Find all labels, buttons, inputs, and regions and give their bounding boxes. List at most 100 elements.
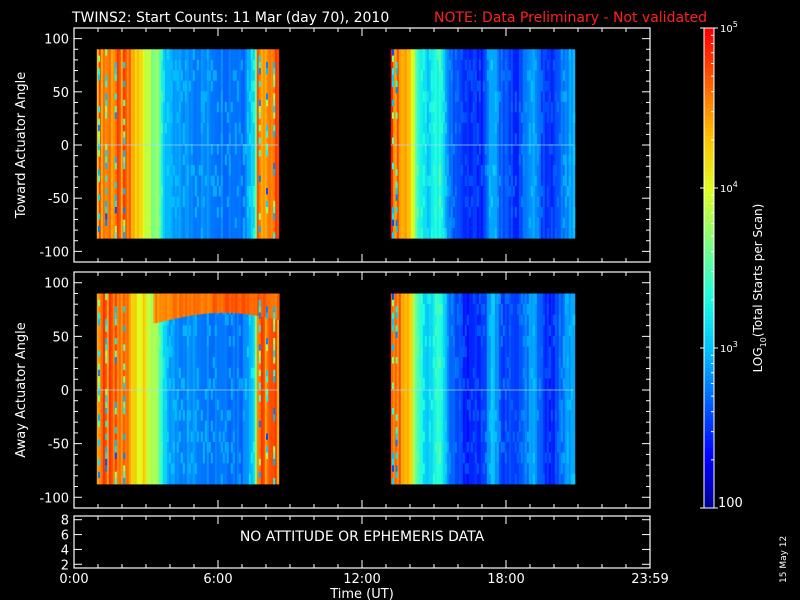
heatmap-cell [446, 335, 450, 347]
heatmap-streak [98, 420, 100, 428]
heatmap-cell [446, 154, 450, 165]
heatmap-cell [168, 346, 172, 358]
heatmap-streak [266, 207, 268, 214]
heatmap-cell [442, 112, 446, 123]
colorbar-label: LOG10(Total Starts per Scan) [751, 204, 768, 373]
heatmap-cell [506, 293, 510, 305]
heatmap-cell [540, 207, 544, 218]
colorbar-swatch [704, 60, 714, 65]
heatmap-cell [482, 304, 486, 315]
heatmap-column [438, 49, 442, 239]
heatmap-streak [266, 312, 268, 319]
heatmap-cell [220, 175, 224, 186]
heatmap-column [128, 49, 132, 239]
heatmap-cell [432, 473, 436, 485]
heatmap-column [270, 49, 274, 239]
heatmap-band [233, 293, 236, 314]
heatmap-cell [472, 431, 476, 442]
heatmap-cell [424, 335, 428, 347]
heatmap-cell [560, 186, 564, 197]
heatmap-cell [178, 367, 182, 379]
heatmap-cell [428, 388, 432, 400]
heatmap-cell [550, 112, 554, 123]
heatmap-cell [450, 133, 454, 144]
heatmap-cell [420, 70, 424, 81]
heatmap-streak [98, 369, 100, 377]
heatmap-cell [562, 357, 566, 368]
heatmap-streak [114, 401, 117, 409]
heatmap-column [554, 293, 558, 485]
heatmap-cell [528, 217, 532, 229]
heatmap-cell [436, 49, 440, 60]
heatmap-cell [566, 431, 570, 442]
heatmap-column [512, 293, 516, 485]
heatmap-cell [548, 452, 552, 464]
heatmap-cell [170, 59, 174, 71]
heatmap-cell [546, 59, 550, 71]
y-tick-label: 0 [61, 384, 69, 399]
heatmap-streak [258, 382, 261, 389]
heatmap-cell [564, 165, 568, 176]
heatmap-cell [450, 217, 454, 229]
heatmap-column [542, 293, 546, 485]
heatmap-cell [460, 431, 464, 442]
heatmap-column [204, 49, 208, 239]
heatmap-streak [395, 414, 398, 421]
heatmap-cell [428, 293, 432, 305]
heatmap-cell [546, 101, 550, 113]
heatmap-cell [236, 91, 240, 102]
heatmap-column [200, 293, 204, 485]
heatmap-cell [426, 228, 430, 239]
heatmap-cell [516, 431, 520, 442]
heatmap-column [396, 49, 400, 239]
heatmap-column [152, 293, 156, 485]
heatmap-cell [440, 70, 444, 81]
y-tick-label: 4 [61, 543, 69, 558]
heatmap-cell [224, 101, 228, 113]
colorbar-swatch [704, 500, 714, 505]
heatmap-cell [174, 399, 178, 411]
heatmap-cell [560, 463, 564, 474]
heatmap-cell [206, 314, 210, 326]
heatmap-streak [273, 458, 276, 466]
heatmap-streak [98, 312, 100, 319]
y-tick-label: 50 [52, 86, 69, 101]
heatmap-cell [234, 133, 238, 144]
heatmap-cell [246, 112, 250, 123]
heatmap-column [426, 49, 430, 239]
heatmap-cell [496, 293, 500, 305]
heatmap-zero-line [96, 389, 278, 391]
heatmap-streak [98, 376, 100, 383]
colorbar-swatch [704, 260, 714, 265]
heatmap-band [243, 293, 246, 314]
heatmap-cell [462, 112, 466, 123]
heatmap-column [520, 293, 524, 485]
heatmap-cell [562, 154, 566, 165]
heatmap-column [136, 49, 140, 239]
heatmap-column [460, 293, 464, 485]
heatmap-streak [105, 80, 108, 88]
heatmap-cell [424, 112, 428, 123]
heatmap-streak [392, 312, 394, 319]
y-tick-label: -100 [39, 491, 69, 506]
heatmap-streak [273, 312, 276, 319]
heatmap-streak [105, 162, 108, 170]
heatmap-cell [524, 101, 528, 113]
heatmap-column [516, 293, 520, 485]
heatmap-column [254, 49, 258, 239]
heatmap-cell [490, 367, 494, 379]
heatmap-cell [246, 122, 250, 134]
heatmap-cell [470, 112, 474, 123]
heatmap-cell [478, 91, 482, 102]
heatmap-cell [522, 154, 526, 165]
heatmap-streak [114, 306, 117, 313]
heatmap-cell [482, 463, 486, 474]
heatmap-streak [266, 344, 268, 351]
colorbar-swatch [704, 440, 714, 445]
heatmap-cell [440, 122, 444, 134]
heatmap-cell [566, 442, 570, 453]
heatmap-cell [248, 473, 252, 485]
heatmap-cell [160, 122, 164, 134]
heatmap-column [502, 49, 506, 239]
heatmap-cell [460, 101, 464, 113]
